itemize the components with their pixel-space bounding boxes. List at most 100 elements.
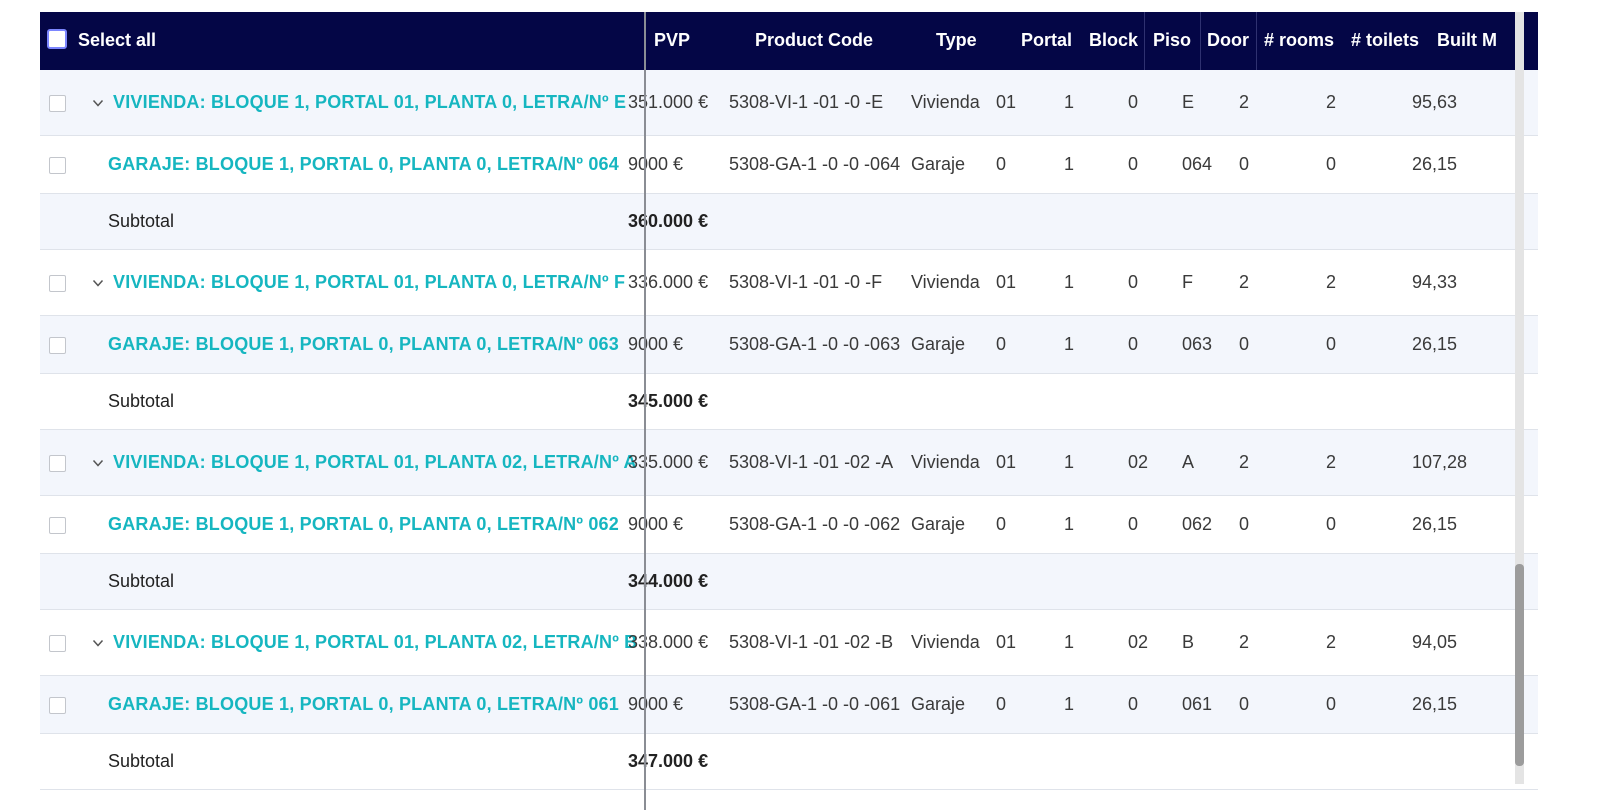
row-checkbox[interactable] [49,517,66,534]
door-value: 064 [1182,154,1213,174]
table-row[interactable]: GARAJE: BLOQUE 1, PORTAL 0, PLANTA 0, LE… [40,316,1538,374]
type-value: Garaje [911,694,966,714]
col-separator[interactable] [1256,12,1257,70]
select-all-label[interactable]: Select all [78,30,157,50]
table-row-group[interactable]: VIVIENDA: BLOQUE 1, PORTAL 01, PLANTA 02… [40,610,1538,676]
door-value: B [1182,632,1195,652]
table-row-group[interactable]: VIVIENDA: BLOQUE 1, PORTAL 01, PLANTA 0,… [40,70,1538,136]
col-header-portal[interactable]: Portal [1021,30,1073,50]
row-checkbox[interactable] [49,95,66,112]
product-code: 5308-GA-1 -0 -0 -063 [729,334,901,354]
built-value: 95,63 [1412,92,1458,112]
portal-value: 01 [996,92,1017,112]
piso-value: 02 [1128,452,1149,472]
rooms-value: 2 [1239,452,1250,472]
data-grid: Select all PVP Product Code Type Portal … [40,12,1538,810]
portal-value: 0 [996,694,1007,714]
rooms-value: 0 [1239,334,1250,354]
block-value: 1 [1064,92,1075,112]
pvp-value: 351.000 € [628,92,709,112]
row-checkbox[interactable] [49,635,66,652]
chevron-down-icon[interactable] [92,277,104,289]
col-header-piso[interactable]: Piso [1153,30,1192,50]
pvp-value: 335.000 € [628,452,709,472]
block-value: 1 [1064,632,1075,652]
block-value: 1 [1064,154,1075,174]
subtotal-value: 360.000 € [628,211,709,231]
built-value: 94,05 [1412,632,1458,652]
chevron-down-icon[interactable] [92,457,104,469]
subtotal-label: Subtotal [108,571,175,591]
pvp-value: 9000 € [628,154,684,174]
vivienda-name-link[interactable]: VIVIENDA: BLOQUE 1, PORTAL 01, PLANTA 02… [113,632,638,652]
vivienda-name-link[interactable]: VIVIENDA: BLOQUE 1, PORTAL 01, PLANTA 0,… [113,92,627,112]
table-row[interactable]: GARAJE: BLOQUE 1, PORTAL 0, PLANTA 0, LE… [40,136,1538,194]
subtotal-label: Subtotal [108,211,175,231]
row-checkbox[interactable] [49,275,66,292]
rooms-value: 0 [1239,514,1250,534]
door-value: E [1182,92,1195,112]
subtotal-row: Subtotal 344.000 € [40,554,1538,610]
portal-value: 01 [996,632,1017,652]
pvp-value: 9000 € [628,334,684,354]
toilets-value: 0 [1326,154,1337,174]
col-separator[interactable] [1200,12,1201,70]
subtotal-row: Subtotal 345.000 € [40,374,1538,430]
subtotal-label: Subtotal [108,751,175,771]
garaje-name-link[interactable]: GARAJE: BLOQUE 1, PORTAL 0, PLANTA 0, LE… [108,154,619,174]
pvp-value: 338.000 € [628,632,709,652]
toilets-value: 2 [1326,92,1337,112]
built-value: 26,15 [1412,694,1458,714]
col-separator[interactable] [1144,12,1145,70]
row-checkbox[interactable] [49,157,66,174]
type-value: Garaje [911,514,966,534]
portal-value: 0 [996,334,1007,354]
vertical-scrollbar-track[interactable] [1515,12,1524,784]
rooms-value: 0 [1239,694,1250,714]
table-row-group[interactable]: VIVIENDA: BLOQUE 1, PORTAL 01, PLANTA 02… [40,430,1538,496]
table-row-group[interactable]: VIVIENDA: BLOQUE 1, PORTAL 01, PLANTA 0,… [40,250,1538,316]
chevron-down-icon[interactable] [92,97,104,109]
col-header-pvp[interactable]: PVP [654,30,691,50]
built-value: 107,28 [1412,452,1468,472]
door-value: 063 [1182,334,1213,354]
piso-value: 0 [1128,514,1139,534]
product-code: 5308-VI-1 -01 -0 -E [729,92,884,112]
portal-value: 0 [996,154,1007,174]
product-code: 5308-VI-1 -01 -02 -A [729,452,894,472]
piso-value: 0 [1128,92,1139,112]
vivienda-name-link[interactable]: VIVIENDA: BLOQUE 1, PORTAL 01, PLANTA 02… [113,452,637,472]
table-row[interactable]: GARAJE: BLOQUE 1, PORTAL 0, PLANTA 0, LE… [40,676,1538,734]
pinned-column-separator [644,12,646,810]
col-header-built-m[interactable]: Built M [1437,30,1497,50]
vertical-scrollbar-thumb[interactable] [1515,564,1524,766]
block-value: 1 [1064,334,1075,354]
type-value: Vivienda [911,92,980,112]
col-header-block[interactable]: Block [1089,30,1139,50]
vivienda-name-link[interactable]: VIVIENDA: BLOQUE 1, PORTAL 01, PLANTA 0,… [113,272,626,292]
table-row[interactable]: GARAJE: BLOQUE 1, PORTAL 0, PLANTA 0, LE… [40,496,1538,554]
col-header-door[interactable]: Door [1207,30,1249,50]
built-value: 26,15 [1412,334,1458,354]
select-all-checkbox[interactable] [47,29,67,49]
garaje-name-link[interactable]: GARAJE: BLOQUE 1, PORTAL 0, PLANTA 0, LE… [108,334,619,354]
piso-value: 0 [1128,272,1139,292]
col-header-toilets[interactable]: # toilets [1351,30,1420,50]
row-checkbox[interactable] [49,337,66,354]
row-checkbox[interactable] [49,455,66,472]
subtotal-value: 344.000 € [628,571,709,591]
chevron-down-icon[interactable] [92,637,104,649]
built-value: 26,15 [1412,514,1458,534]
col-header-product-code[interactable]: Product Code [755,30,874,50]
garaje-name-link[interactable]: GARAJE: BLOQUE 1, PORTAL 0, PLANTA 0, LE… [108,514,619,534]
block-value: 1 [1064,514,1075,534]
col-header-type[interactable]: Type [936,30,977,50]
col-header-rooms[interactable]: # rooms [1264,30,1335,50]
type-value: Vivienda [911,272,980,292]
row-checkbox[interactable] [49,697,66,714]
subtotal-row: Subtotal 347.000 € [40,734,1538,790]
piso-value: 0 [1128,334,1139,354]
door-value: 062 [1182,514,1213,534]
garaje-name-link[interactable]: GARAJE: BLOQUE 1, PORTAL 0, PLANTA 0, LE… [108,694,619,714]
block-value: 1 [1064,272,1075,292]
